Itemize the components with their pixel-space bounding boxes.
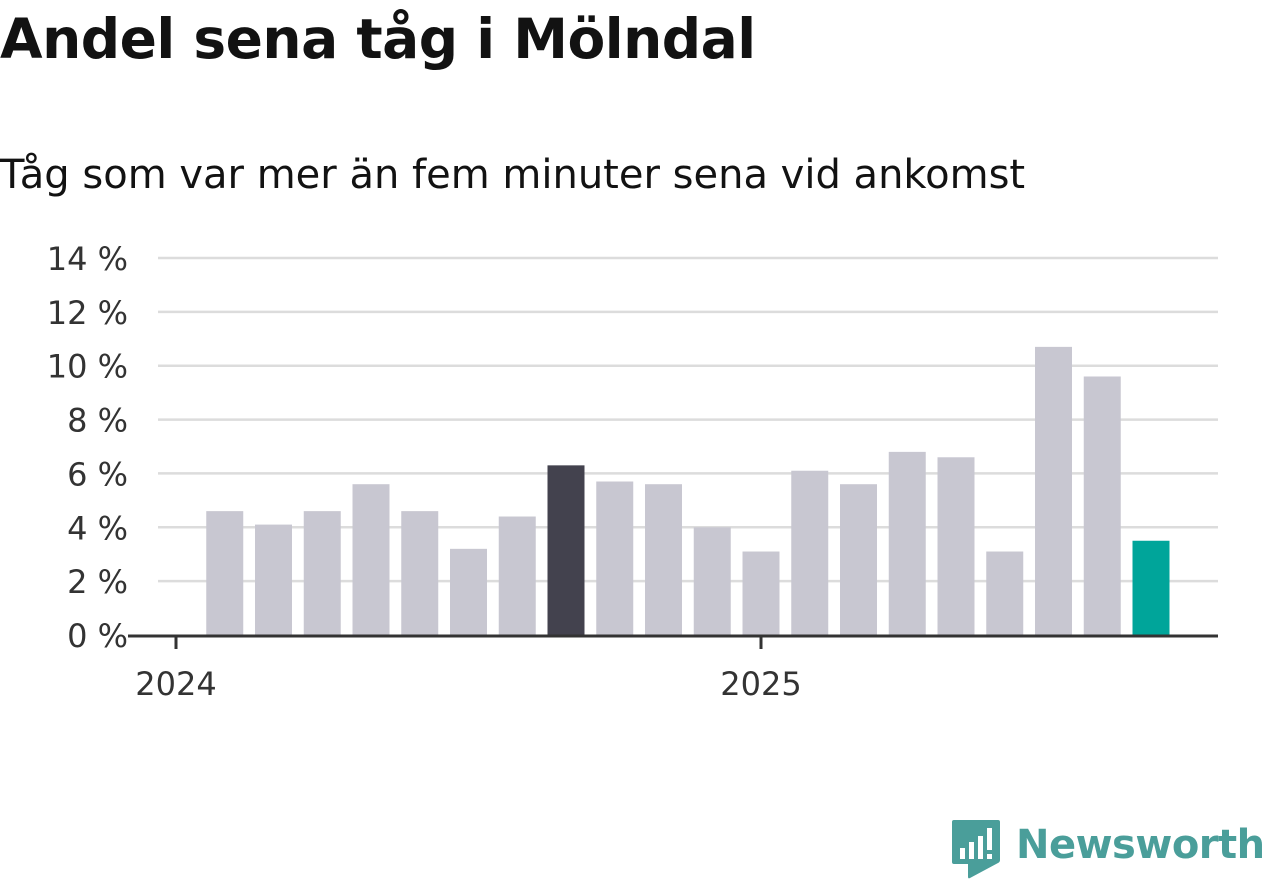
- bar-chart: 0 % 2 % 4 % 6 % 8 % 10 % 12 % 14 % 2024 2025: [47, 240, 1218, 703]
- y-tick-label: 2 %: [67, 563, 128, 601]
- y-tick-label: 4 %: [67, 509, 128, 547]
- bar: [693, 527, 731, 635]
- bar: [937, 457, 975, 635]
- y-tick-label: 0 %: [67, 617, 128, 655]
- y-tick-label: 14 %: [47, 240, 128, 278]
- bar: [986, 551, 1024, 635]
- bar: [645, 484, 682, 635]
- bar: [450, 548, 487, 635]
- bar: [1083, 376, 1121, 635]
- x-tick-label: 2024: [135, 665, 216, 703]
- bar: [206, 511, 244, 635]
- bar: [352, 484, 390, 635]
- chart-title: Andel sena tåg i Mölndal: [0, 7, 756, 71]
- bar: [791, 470, 829, 635]
- bar: [401, 511, 439, 635]
- bar: [742, 551, 780, 635]
- chart-subtitle: Tåg som var mer än fem minuter sena vid …: [0, 152, 1026, 198]
- bar: [547, 465, 585, 635]
- bar: [840, 484, 877, 635]
- y-tick-label: 6 %: [67, 455, 128, 493]
- y-tick-label: 10 %: [47, 348, 128, 386]
- bar: [498, 516, 536, 635]
- bar: [1035, 346, 1072, 635]
- bar: [303, 511, 341, 635]
- bar: [596, 481, 634, 635]
- x-tick-label: 2025: [720, 665, 801, 703]
- brand-name: Newsworthy: [1016, 822, 1262, 868]
- y-tick-label: 8 %: [67, 402, 128, 440]
- bar: [255, 524, 292, 635]
- newsworthy-logo: Newsworthy: [950, 818, 1262, 880]
- y-tick-label: 12 %: [47, 294, 128, 332]
- newsworthy-logo-icon: [952, 820, 1000, 879]
- bar: [1132, 540, 1170, 635]
- bar: [888, 451, 926, 635]
